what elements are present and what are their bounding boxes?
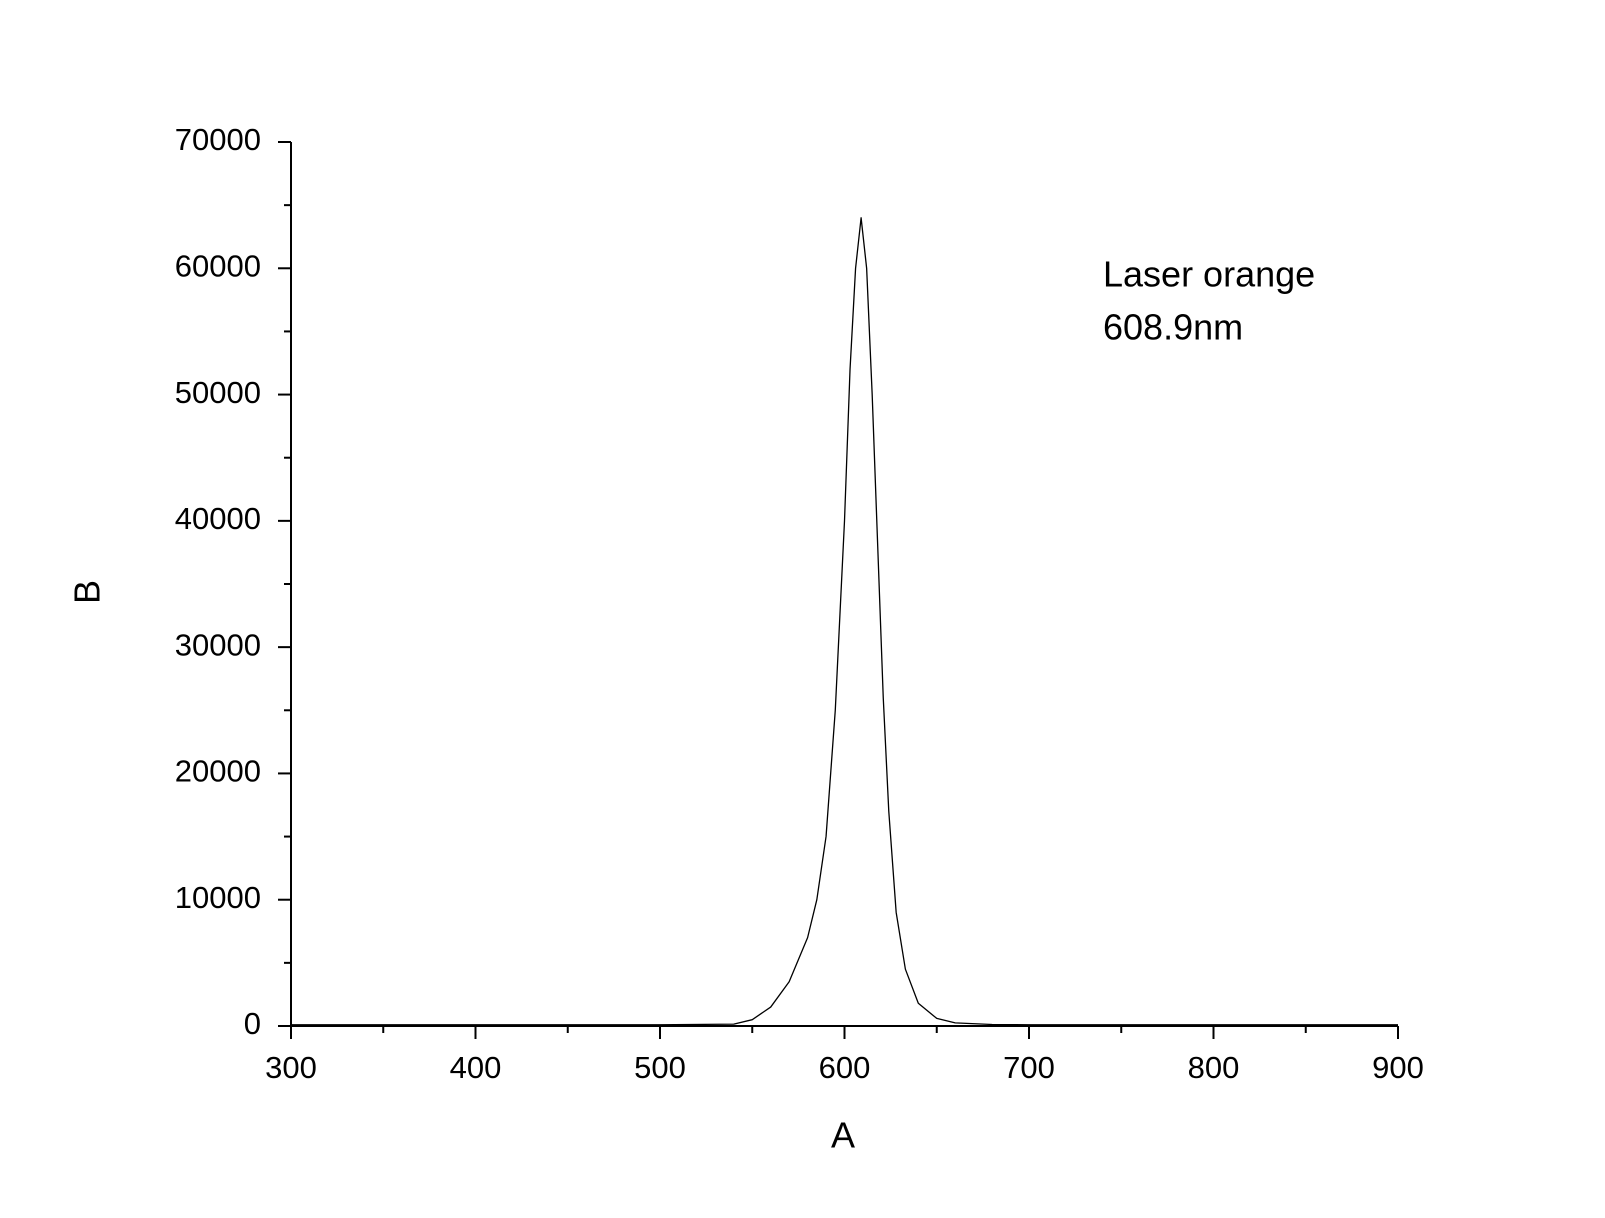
y-axis-label: B <box>67 580 108 604</box>
y-tick-label: 30000 <box>175 627 261 662</box>
x-tick-label: 700 <box>1003 1050 1055 1085</box>
x-tick-label: 800 <box>1188 1050 1240 1085</box>
x-tick-label: 900 <box>1372 1050 1424 1085</box>
y-tick-label: 60000 <box>175 248 261 283</box>
x-tick-label: 400 <box>450 1050 502 1085</box>
annotation: 608.9nm <box>1103 307 1243 348</box>
x-axis-label: A <box>831 1115 855 1156</box>
y-tick-label: 50000 <box>175 375 261 410</box>
x-tick-label: 600 <box>819 1050 871 1085</box>
annotation: Laser orange <box>1103 254 1315 295</box>
x-tick-label: 300 <box>265 1050 317 1085</box>
x-tick-label: 500 <box>634 1050 686 1085</box>
y-tick-label: 40000 <box>175 501 261 536</box>
y-tick-label: 70000 <box>175 122 261 157</box>
y-tick-label: 20000 <box>175 754 261 789</box>
y-tick-label: 0 <box>244 1006 261 1041</box>
y-tick-label: 10000 <box>175 880 261 915</box>
data-line <box>291 217 1398 1026</box>
